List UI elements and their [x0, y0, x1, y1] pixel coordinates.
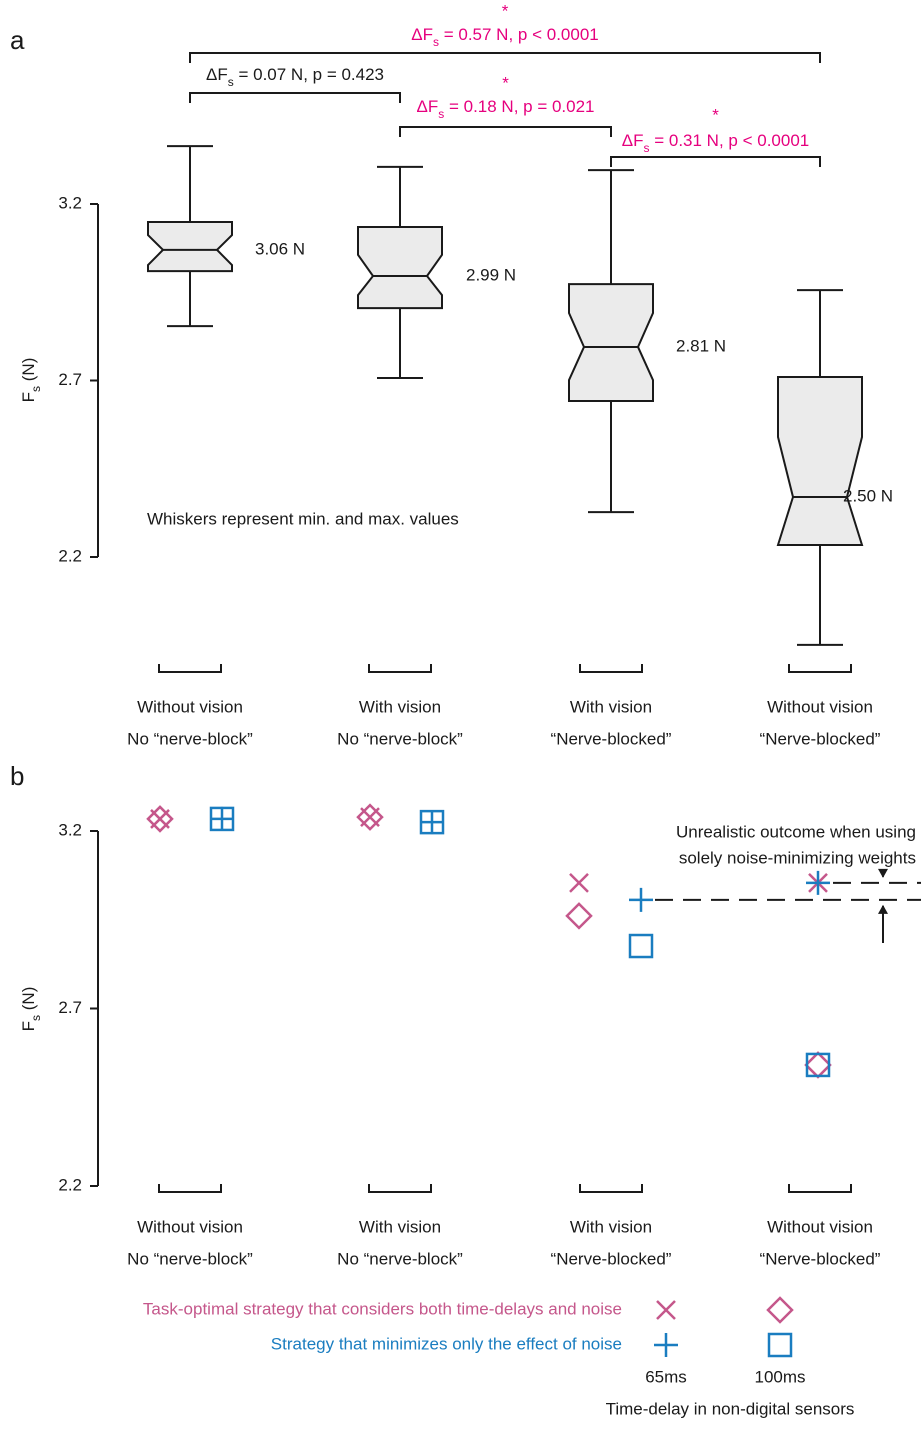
comparison-bracket	[189, 52, 821, 63]
box	[776, 375, 864, 546]
legend-marker	[656, 1300, 676, 1320]
x-tick-label: No “nerve-block”	[127, 729, 253, 748]
comparison-text: ΔFs = 0.07 N, p = 0.423	[206, 65, 384, 89]
panel-label: b	[10, 761, 24, 791]
y-axis-label-sub: s	[29, 1015, 43, 1021]
x-tick-label: With vision	[570, 697, 652, 716]
x-tick-label: Without vision	[137, 1217, 243, 1236]
significance-star: *	[712, 105, 719, 124]
significance-star: *	[502, 1, 509, 20]
point	[420, 810, 444, 835]
x-tick-label: “Nerve-blocked”	[760, 1249, 881, 1268]
x-tick-label: With vision	[359, 697, 441, 716]
point	[806, 870, 830, 895]
y-axis-label-sub: s	[29, 386, 43, 392]
x-tick-label: “Nerve-blocked”	[551, 729, 672, 748]
legend-marker	[767, 1332, 793, 1358]
legend-label: Task-optimal strategy that considers bot…	[143, 1299, 622, 1318]
legend-label: Strategy that minimizes only the effect …	[271, 1334, 622, 1353]
y-tick-label: 3.2	[58, 193, 82, 212]
x-tick-label: “Nerve-blocked”	[760, 729, 881, 748]
x-tick-label: With vision	[570, 1217, 652, 1236]
y-axis-label-main: F	[19, 392, 38, 402]
median-label: 3.06 N	[255, 239, 305, 258]
comparison-stat: = 0.07 N, p = 0.423	[234, 65, 384, 84]
comparison-stat: = 0.31 N, p < 0.0001	[650, 131, 810, 150]
legend-title: Time-delay in non-digital sensors	[606, 1399, 855, 1418]
annotation: solely noise-minimizing weights	[679, 848, 916, 867]
category-bracket	[158, 664, 222, 673]
comparison-delta: ΔF	[416, 97, 438, 116]
point	[629, 887, 653, 912]
annotation: Unrealistic outcome when using	[676, 822, 916, 841]
comparison-sub: s	[438, 107, 444, 121]
x-tick-label: No “nerve-block”	[337, 729, 463, 748]
x-tick-label: No “nerve-block”	[337, 1249, 463, 1268]
comparison-text: ΔFs = 0.18 N, p = 0.021	[416, 97, 594, 121]
median-label: 2.50 N	[843, 486, 893, 505]
comparison-sub: s	[433, 35, 439, 49]
box	[357, 225, 443, 310]
point	[210, 806, 234, 831]
x-tick-label: With vision	[359, 1217, 441, 1236]
median-label: 2.99 N	[466, 265, 516, 284]
category-bracket	[579, 1184, 643, 1193]
legend-marker	[654, 1333, 678, 1357]
x-tick-label: “Nerve-blocked”	[551, 1249, 672, 1268]
category-bracket	[368, 1184, 432, 1193]
point	[565, 902, 593, 930]
y-tick-label: 2.2	[58, 546, 82, 565]
category-bracket	[788, 664, 852, 673]
y-tick-label: 2.7	[58, 370, 82, 389]
comparison-bracket	[610, 156, 821, 167]
box	[147, 221, 233, 273]
y-axis-label-main: F	[19, 1021, 38, 1031]
comparison-stat: = 0.57 N, p < 0.0001	[439, 25, 599, 44]
point	[628, 933, 654, 959]
y-axis-label: Fs (N)	[19, 358, 43, 403]
y-axis-label-rest: (N)	[19, 987, 38, 1015]
category-bracket	[158, 1184, 222, 1193]
comparison-bracket	[189, 92, 401, 103]
x-tick-label: No “nerve-block”	[127, 1249, 253, 1268]
y-axis-label-rest: (N)	[19, 358, 38, 386]
comparison-delta: ΔF	[411, 25, 433, 44]
point	[209, 806, 235, 832]
comparison-bracket	[399, 126, 612, 137]
y-tick-label: 3.2	[58, 820, 82, 839]
median-label: 2.81 N	[676, 336, 726, 355]
legend-delay: 65ms	[645, 1367, 687, 1386]
category-bracket	[788, 1184, 852, 1193]
note: Whiskers represent min. and max. values	[147, 509, 459, 528]
arrow-head	[878, 868, 888, 878]
panel-label: a	[10, 25, 25, 55]
comparison-text: ΔFs = 0.31 N, p < 0.0001	[622, 131, 809, 155]
box	[568, 283, 654, 402]
y-tick-label: 2.2	[58, 1175, 82, 1194]
point	[569, 872, 589, 893]
x-tick-label: Without vision	[767, 697, 873, 716]
comparison-delta: ΔF	[622, 131, 644, 150]
y-axis-label: Fs (N)	[19, 987, 43, 1032]
point	[356, 803, 384, 831]
point	[146, 805, 174, 833]
category-bracket	[368, 664, 432, 673]
comparison-text: ΔFs = 0.57 N, p < 0.0001	[411, 25, 598, 49]
point	[805, 1052, 831, 1078]
comparison-delta: ΔF	[206, 65, 228, 84]
x-tick-label: Without vision	[767, 1217, 873, 1236]
arrow-head	[878, 904, 888, 914]
point	[804, 1051, 832, 1079]
y-tick-label: 2.7	[58, 998, 82, 1017]
legend-marker	[766, 1296, 794, 1324]
point	[419, 809, 445, 835]
comparison-sub: s	[644, 141, 650, 155]
x-tick-label: Without vision	[137, 697, 243, 716]
comparison-sub: s	[228, 75, 234, 89]
comparison-stat: = 0.18 N, p = 0.021	[444, 97, 594, 116]
significance-star: *	[502, 73, 509, 92]
legend-delay: 100ms	[754, 1367, 805, 1386]
category-bracket	[579, 664, 643, 673]
